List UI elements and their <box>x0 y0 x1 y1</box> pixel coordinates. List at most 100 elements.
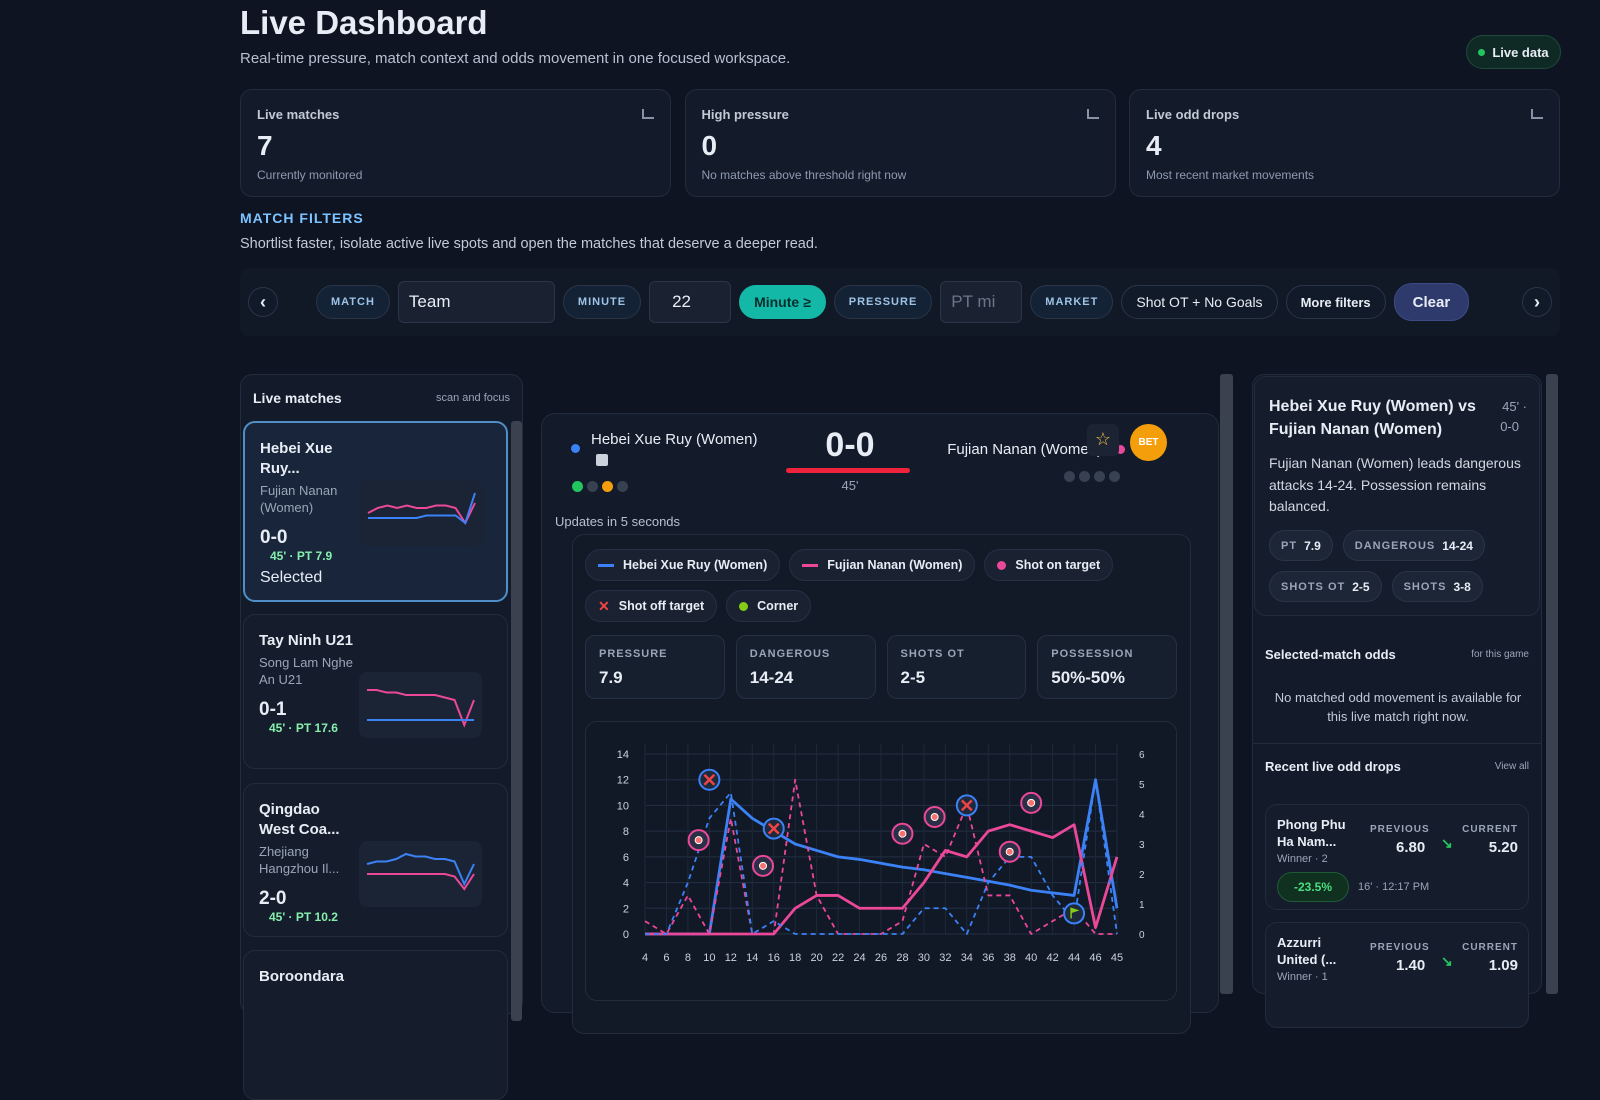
x-tick-label: 32 <box>939 952 951 964</box>
more-filters[interactable]: More filters <box>1285 285 1386 319</box>
bet-button[interactable]: BET <box>1130 424 1167 461</box>
drop-market: Winner · 1 <box>1277 971 1328 983</box>
legend-text: Fujian Nanan (Women) <box>827 558 963 572</box>
legend-icon <box>739 601 749 611</box>
ball <box>759 861 767 870</box>
legend: Hebei Xue Ruy (Women) Fujian Nanan (Women… <box>585 549 1175 622</box>
live-badge[interactable]: Live data <box>1466 35 1561 69</box>
stat-icon <box>642 109 654 119</box>
filter-label: MARKET <box>1030 285 1114 319</box>
legend-item[interactable]: ✕ Shot off target <box>585 590 718 622</box>
match-status: Selected <box>260 569 323 586</box>
match-card[interactable]: Boroondara <box>243 950 508 1100</box>
match-card[interactable]: Tay Ninh U21 Song Lam Nghe An U21 0-1 45' ·… <box>243 614 508 769</box>
flag <box>1070 907 1080 919</box>
ball <box>898 829 907 838</box>
dot <box>617 481 628 492</box>
legend-item[interactable]: Hebei Xue Ruy (Women) <box>585 549 781 581</box>
dot <box>1094 471 1105 482</box>
form-dots <box>1064 471 1120 482</box>
x-tick-label: 46 <box>1089 952 1101 964</box>
minute-toggle[interactable]: Minute ≥ <box>739 285 826 319</box>
x-tick-label: 30 <box>918 952 930 964</box>
drop-market: Winner · 2 <box>1277 853 1328 865</box>
y-tick-label: 12 <box>617 775 629 787</box>
metric: PRESSURE 7.9 <box>585 635 725 699</box>
x-tick-label: 12 <box>725 952 737 964</box>
metric-value: 2-5 <box>900 668 926 687</box>
team-input[interactable]: Team <box>397 281 555 323</box>
scrollbar <box>1220 374 1233 994</box>
cross <box>767 822 780 835</box>
live-dot <box>1478 48 1486 56</box>
previous-price: 6.80 <box>1396 839 1426 856</box>
event-shot-off <box>762 817 785 840</box>
drop-card[interactable]: Azzurri United (... Winner · 1 PREVIOUS 1.4… <box>1265 922 1529 1028</box>
clear-button[interactable]: Clear <box>1393 283 1470 321</box>
panel-title: Live matches <box>253 390 342 406</box>
panel-hint: scan and focus <box>436 392 510 404</box>
spark-line <box>367 689 475 728</box>
divider <box>1253 743 1541 744</box>
match-score: 2-0 <box>259 888 287 909</box>
stat-note: Most recent market movements <box>1146 168 1315 182</box>
series-line <box>645 778 1119 936</box>
detail-summary: Fujian Nanan (Women) leads dangerous att… <box>1269 455 1521 514</box>
spark-line <box>368 492 476 525</box>
current-label: CURRENT <box>1462 942 1518 953</box>
chip-label: PT <box>1281 539 1298 552</box>
spark-line <box>367 873 475 891</box>
chip: PT 7.9 <box>1269 530 1333 561</box>
drop-change: -23.5% <box>1277 872 1349 902</box>
chart-section: Hebei Xue Ruy (Women) Fujian Nanan (Women… <box>572 534 1191 1034</box>
stat-value: 7 <box>257 130 273 161</box>
current-price: 1.09 <box>1488 957 1518 974</box>
drop-arrow: ↘ <box>1441 953 1453 969</box>
market-select[interactable]: Shot OT + No Goals <box>1121 285 1278 319</box>
x-tick-label: 45 <box>1111 952 1123 964</box>
stat-value: 0 <box>701 130 718 161</box>
metric-value: 50%-50% <box>1051 668 1125 687</box>
odds-empty: No matched odd movement is available for… <box>1274 690 1522 724</box>
y2-tick-label: 1 <box>1139 900 1145 911</box>
y2-tick-label: 0 <box>1139 930 1145 941</box>
x-tick-label: 34 <box>961 952 973 964</box>
sparkline-box <box>360 480 483 546</box>
metrics: PRESSURE 7.9 DANGEROUS 14-24 SHOTS OT 2-5 POSS… <box>585 635 1177 699</box>
legend-item[interactable]: Corner <box>726 590 812 622</box>
event-shot-off <box>698 768 721 791</box>
metric-label: PRESSURE <box>599 648 668 660</box>
away-team: Fujian Nanan (Women) <box>260 483 338 515</box>
away-team: Song Lam Nghe An U21 <box>259 655 353 687</box>
favorite[interactable]: ☆ <box>1087 424 1119 456</box>
metric-label: POSSESSION <box>1051 648 1134 660</box>
scroll-left[interactable]: ‹ <box>248 287 278 317</box>
match-panel: Hebei Xue Ruy (Women) 0-0 45' Fujian Nan… <box>541 413 1219 1034</box>
y2-tick-label: 2 <box>1139 870 1145 881</box>
dot <box>587 481 598 492</box>
home-dot <box>571 444 580 453</box>
match-list-panel: Live matches scan and focus Hebei Xue Ru… <box>240 374 523 1100</box>
chip-value: 3-8 <box>1453 579 1471 594</box>
pressure-input[interactable]: PT mi <box>940 281 1023 323</box>
detail-title: Hebei Xue Ruy (Women) vs Fujian Nanan (W… <box>1269 398 1476 438</box>
legend-item[interactable]: Shot on target <box>984 549 1114 581</box>
home-team: Tay Ninh U21 <box>259 632 353 649</box>
match-card[interactable]: Hebei Xue Ruy... Fujian Nanan (Women) 0-0 4… <box>243 421 508 602</box>
metric: DANGEROUS 14-24 <box>735 635 876 699</box>
chip-label: SHOTS <box>1403 580 1447 593</box>
minute-input[interactable]: 22 <box>649 281 732 323</box>
drop-team: Azzurri United (... <box>1277 935 1337 967</box>
match-card[interactable]: Qingdao West Coa... Zhejiang Hangzhou Il.… <box>243 783 508 937</box>
scroll-right[interactable]: › <box>1522 287 1552 317</box>
drops-hint[interactable]: View all <box>1494 761 1529 772</box>
previous-label: PREVIOUS <box>1370 942 1430 953</box>
legend-item[interactable]: Fujian Nanan (Women) <box>789 549 976 581</box>
score: 0-0 <box>825 426 875 464</box>
drop-card[interactable]: Phong Phu Ha Nam... Winner · 2 PREVIOUS 6.8… <box>1265 804 1529 910</box>
page: Live Dashboard Real-time pressure, match… <box>240 4 1561 1100</box>
match-score: 0-1 <box>259 699 287 720</box>
metric: POSSESSION 50%-50% <box>1037 635 1177 699</box>
chip-value: 7.9 <box>1304 538 1321 553</box>
